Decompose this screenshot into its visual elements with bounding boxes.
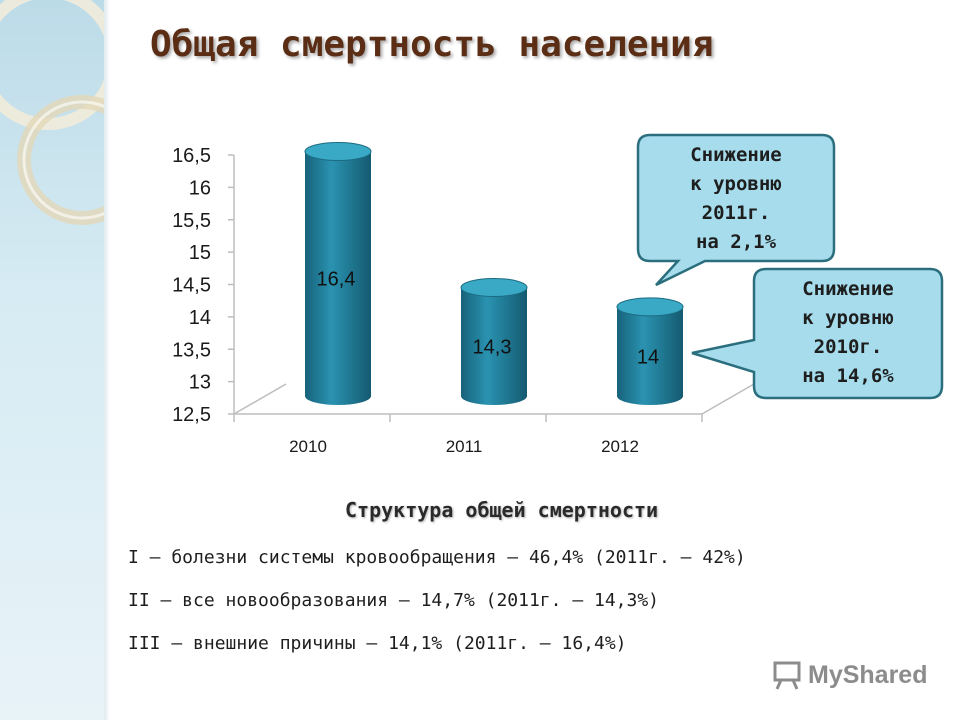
bar-value-label: 14 [637, 346, 659, 368]
callout-line: на 14,6% [802, 365, 894, 387]
y-tick-label: 14 [189, 307, 211, 329]
y-tick-label: 16 [189, 177, 211, 199]
floor-depth-right [701, 383, 755, 415]
bar-body [461, 287, 527, 405]
y-tick-label: 12,5 [172, 404, 211, 426]
callout-2011-bubble [636, 133, 836, 287]
presentation-board-icon [773, 661, 801, 690]
bar-top [460, 277, 528, 297]
decorative-band [0, 0, 147, 720]
callout-line: 2010г. [813, 336, 883, 358]
bar-body [305, 151, 371, 405]
bar-top [304, 141, 372, 161]
bar-value-label: 16,4 [317, 269, 356, 291]
mortality-chart: 12,5 13 13,5 14 14,5 15 15,5 16 16,5 2010 2011 2012… [172, 133, 944, 456]
structure-item: III – внешние причины – 14,1% (2011г. – … [128, 633, 627, 654]
callout-line: к уровню [690, 173, 782, 195]
callout-line: Снижение [690, 144, 782, 166]
callout-line: к уровню [802, 307, 894, 329]
y-tick-label: 15,5 [172, 210, 211, 232]
watermark: MyShared [772, 660, 927, 690]
y-tick-label: 16,5 [172, 145, 211, 167]
x-tick-label: 2010 [289, 437, 327, 456]
bar-body [617, 306, 683, 405]
structure-item: I – болезни системы кровообращения – 46,… [128, 547, 746, 568]
band-edge [104, 0, 110, 720]
structure-item: II – все новообразования – 14,7% (2011г.… [128, 590, 660, 611]
watermark-text: MyShared [808, 660, 928, 689]
bar-2011: 14,3 [460, 277, 528, 405]
bar-value-label: 14,3 [473, 337, 512, 359]
callout-2010-bubble [691, 267, 944, 400]
callout-line: Снижение [802, 278, 894, 300]
bar-top [616, 297, 684, 317]
y-tick-label: 14,5 [172, 275, 211, 297]
y-tick-label: 15 [189, 242, 211, 264]
structure-list: I – болезни системы кровообращения – 46,… [128, 544, 746, 673]
callout-2010-text: Снижение к уровню 2010г. на 14,6% [758, 275, 938, 391]
callout-line: на 2,1% [695, 231, 777, 253]
y-tick-label: 13 [189, 372, 211, 394]
structure-title: Структура общей смертности [345, 498, 659, 522]
callout-2011-text: Снижение к уровню 2011г. на 2,1% [642, 141, 830, 257]
callout-line: 2011г. [701, 202, 771, 224]
x-tick-label: 2011 [446, 437, 483, 456]
floor-depth-left [233, 383, 287, 415]
y-tick-label: 13,5 [172, 339, 211, 361]
slide-title: Общая смертность населения [150, 24, 714, 65]
bar-2012: 14 [616, 297, 684, 405]
x-tick-label: 2012 [601, 437, 639, 456]
bar-2010: 16,4 [304, 141, 372, 405]
